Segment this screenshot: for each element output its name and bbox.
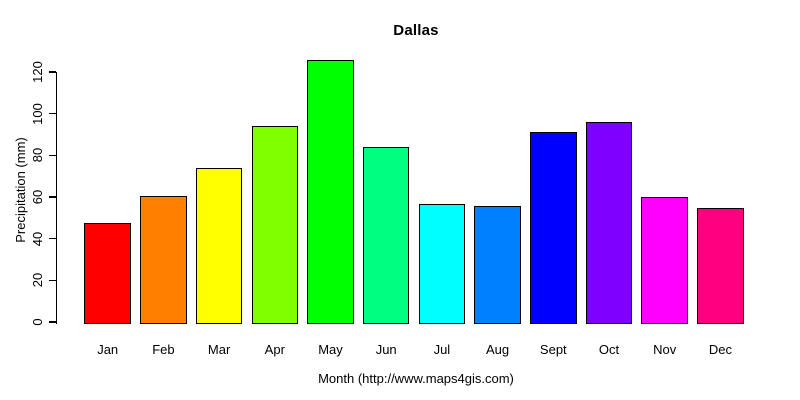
bar-jan [84,223,131,324]
y-tick-mark-100 [48,112,56,115]
bar-may [307,59,354,324]
y-tick-label-60: 60 [30,189,45,205]
y-tick-label-0: 0 [30,318,45,326]
bar-sept [530,132,577,324]
y-tick-label-120: 120 [30,61,45,83]
bar-mar [195,167,243,324]
bar-apr [251,126,299,324]
month-label-dec: Dec [708,342,732,357]
bar-nov [641,197,688,324]
y-tick-label-20: 20 [30,273,45,288]
chart-title: Dallas [393,22,439,39]
y-tick-label-40: 40 [30,231,45,246]
x-axis-label: Month (http://www.maps4gis.com) [318,371,514,386]
bar-feb [140,195,187,324]
month-label-may: May [318,342,343,357]
y-tick-mark-60 [48,196,56,198]
y-tick-mark-20 [48,279,56,282]
bar-dec [697,208,744,324]
y-tick-mark-0 [48,321,56,323]
month-label-jun: Jun [375,342,397,357]
y-tick-label-100: 100 [30,102,45,125]
y-tick-mark-120 [48,71,56,73]
bar-jul [418,204,466,324]
y-tick-mark-80 [48,154,56,157]
month-label-jan: Jan [97,342,119,357]
bar-oct [585,122,633,324]
month-label-nov: Nov [653,342,677,357]
bar-jun [362,147,410,324]
month-label-apr: Apr [264,342,285,357]
month-label-feb: Feb [152,342,175,357]
month-label-mar: Mar [207,342,231,357]
y-tick-mark-40 [48,237,56,240]
y-axis-label: Precipitation (mm) [13,137,28,243]
month-label-sept: Sept [539,342,567,357]
y-axis-line [55,72,57,324]
month-label-oct: Oct [598,342,620,357]
bar-aug [474,206,521,324]
month-label-aug: Aug [486,342,510,357]
y-tick-label-80: 80 [30,148,45,163]
month-label-jul: Jul [433,342,451,357]
